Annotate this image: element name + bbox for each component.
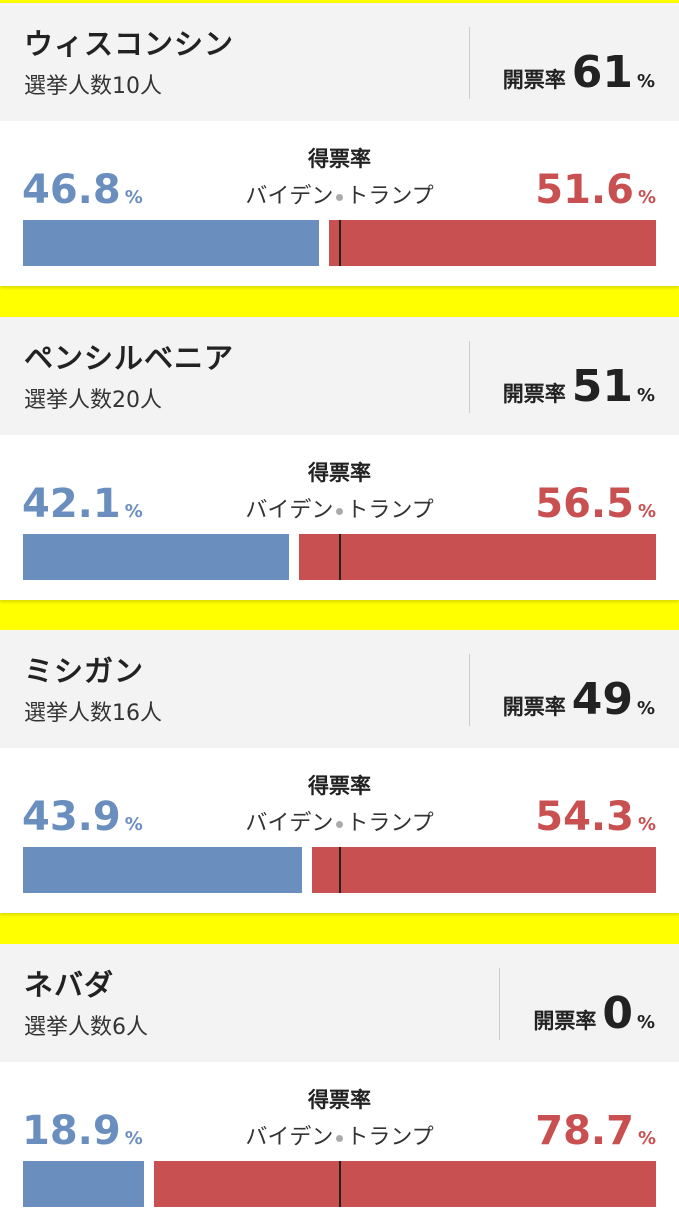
candidates-legend: バイデン トランプ xyxy=(0,178,679,210)
trump-percent-sign: % xyxy=(637,1128,656,1149)
majority-line xyxy=(339,1161,341,1207)
legend-biden: バイデン xyxy=(245,184,334,209)
biden-share-value: 18.9 xyxy=(22,1108,121,1154)
counted-value: 49 xyxy=(571,674,633,725)
state-header: ミシガン選挙人数16人 開票率 49% xyxy=(0,630,679,748)
trump-share: 78.7% xyxy=(535,1108,656,1154)
counted-value: 61 xyxy=(571,47,633,98)
legend-trump: トランプ xyxy=(346,498,434,523)
trump-percent-sign: % xyxy=(637,187,656,208)
trump-share-value: 56.5 xyxy=(535,481,634,527)
trump-share-value: 51.6 xyxy=(535,167,634,213)
candidates-legend: バイデン トランプ xyxy=(0,805,679,837)
counted-value: 0 xyxy=(602,988,633,1039)
header-divider xyxy=(469,27,470,99)
biden-percent-sign: % xyxy=(124,1128,143,1149)
legend-trump: トランプ xyxy=(346,1125,434,1150)
biden-share: 18.9% xyxy=(22,1108,143,1154)
trump-share: 54.3% xyxy=(535,794,656,840)
majority-line xyxy=(339,534,341,580)
vote-share-chart: 得票率 バイデン トランプ 18.9% 78.7% xyxy=(0,1062,679,1227)
state-header: ペンシルベニア選挙人数20人 開票率 51% xyxy=(0,317,679,435)
counted-percent-sign: % xyxy=(636,698,655,719)
legend-biden: バイデン xyxy=(245,811,334,836)
trump-share: 51.6% xyxy=(535,167,656,213)
vote-share-title: 得票率 xyxy=(308,774,371,798)
state-card: ペンシルベニア 選挙人数20人 開票率 51% 得票率 バイデン トランプ 42.1% 56.5… xyxy=(0,317,679,600)
counted-label: 開票率 xyxy=(502,695,566,719)
electoral-votes: 選挙人数20人 xyxy=(24,388,162,413)
state-header: ネバダ選挙人数6人 開票率 0% xyxy=(0,944,679,1062)
header-divider xyxy=(499,968,500,1040)
trump-bar xyxy=(329,220,656,266)
header-divider xyxy=(469,654,470,726)
legend-trump: トランプ xyxy=(346,184,434,209)
state-card: ネバダ 選挙人数6人 開票率 0% 得票率 バイデン トランプ 18.9% 78.7% xyxy=(0,944,679,1227)
biden-percent-sign: % xyxy=(124,814,143,835)
separator-dot xyxy=(336,1134,344,1142)
counted-label: 開票率 xyxy=(502,382,566,406)
biden-share: 43.9% xyxy=(22,794,143,840)
vote-share-chart: 得票率 バイデン トランプ 42.1% 56.5% xyxy=(0,435,679,600)
vote-share-title: 得票率 xyxy=(308,147,371,171)
biden-bar xyxy=(23,220,320,266)
counted-percent-sign: % xyxy=(636,71,655,92)
trump-percent-sign: % xyxy=(637,501,656,522)
counted-value: 51 xyxy=(571,361,633,412)
vote-share-chart: 得票率 バイデン トランプ 43.9% 54.3% xyxy=(0,748,679,913)
majority-line xyxy=(339,847,341,893)
state-card: ミシガン 選挙人数16人 開票率 49% 得票率 バイデン トランプ 43.9% 54.3% xyxy=(0,630,679,913)
electoral-votes: 選挙人数10人 xyxy=(24,74,162,99)
vote-share-title: 得票率 xyxy=(308,461,371,485)
biden-bar xyxy=(23,1161,144,1207)
counted-label: 開票率 xyxy=(533,1009,597,1033)
header-divider xyxy=(469,341,470,413)
biden-bar xyxy=(23,847,302,893)
counted-rate: 開票率 61% xyxy=(503,47,655,98)
biden-share-value: 43.9 xyxy=(22,794,121,840)
trump-bar xyxy=(311,847,656,893)
biden-percent-sign: % xyxy=(124,187,143,208)
legend-trump: トランプ xyxy=(346,811,434,836)
trump-percent-sign: % xyxy=(637,814,656,835)
trump-share-value: 78.7 xyxy=(535,1108,634,1154)
counted-rate: 開票率 0% xyxy=(533,988,655,1039)
biden-share: 46.8% xyxy=(22,167,143,213)
state-name: ネバダ xyxy=(24,968,115,1002)
separator-dot xyxy=(336,507,344,515)
trump-share-value: 54.3 xyxy=(535,794,634,840)
vote-share-title: 得票率 xyxy=(308,1088,371,1112)
state-card: ウィスコンシン 選挙人数10人 開票率 61% 得票率 バイデン トランプ 46.8% 51.6… xyxy=(0,3,679,286)
separator-dot xyxy=(336,820,344,828)
counted-label: 開票率 xyxy=(502,68,566,92)
vote-share-chart: 得票率 バイデン トランプ 46.8% 51.6% xyxy=(0,121,679,286)
separator-dot xyxy=(336,193,344,201)
state-name: ウィスコンシン xyxy=(24,27,235,61)
counted-rate: 開票率 49% xyxy=(503,674,655,725)
candidates-legend: バイデン トランプ xyxy=(0,492,679,524)
electoral-votes: 選挙人数6人 xyxy=(24,1015,148,1040)
trump-bar xyxy=(153,1161,656,1207)
electoral-votes: 選挙人数16人 xyxy=(24,701,162,726)
counted-percent-sign: % xyxy=(636,385,655,406)
trump-share: 56.5% xyxy=(535,481,656,527)
biden-percent-sign: % xyxy=(124,501,143,522)
trump-bar xyxy=(299,534,656,580)
counted-percent-sign: % xyxy=(636,1012,655,1033)
legend-biden: バイデン xyxy=(245,498,334,523)
state-name: ミシガン xyxy=(24,654,145,688)
majority-line xyxy=(339,220,341,266)
legend-biden: バイデン xyxy=(245,1125,334,1150)
counted-rate: 開票率 51% xyxy=(503,361,655,412)
biden-share: 42.1% xyxy=(22,481,143,527)
state-name: ペンシルベニア xyxy=(24,341,235,375)
biden-share-value: 42.1 xyxy=(22,481,121,527)
state-header: ウィスコンシン選挙人数10人 開票率 61% xyxy=(0,3,679,121)
candidates-legend: バイデン トランプ xyxy=(0,1119,679,1151)
biden-bar xyxy=(23,534,289,580)
biden-share-value: 46.8 xyxy=(22,167,121,213)
